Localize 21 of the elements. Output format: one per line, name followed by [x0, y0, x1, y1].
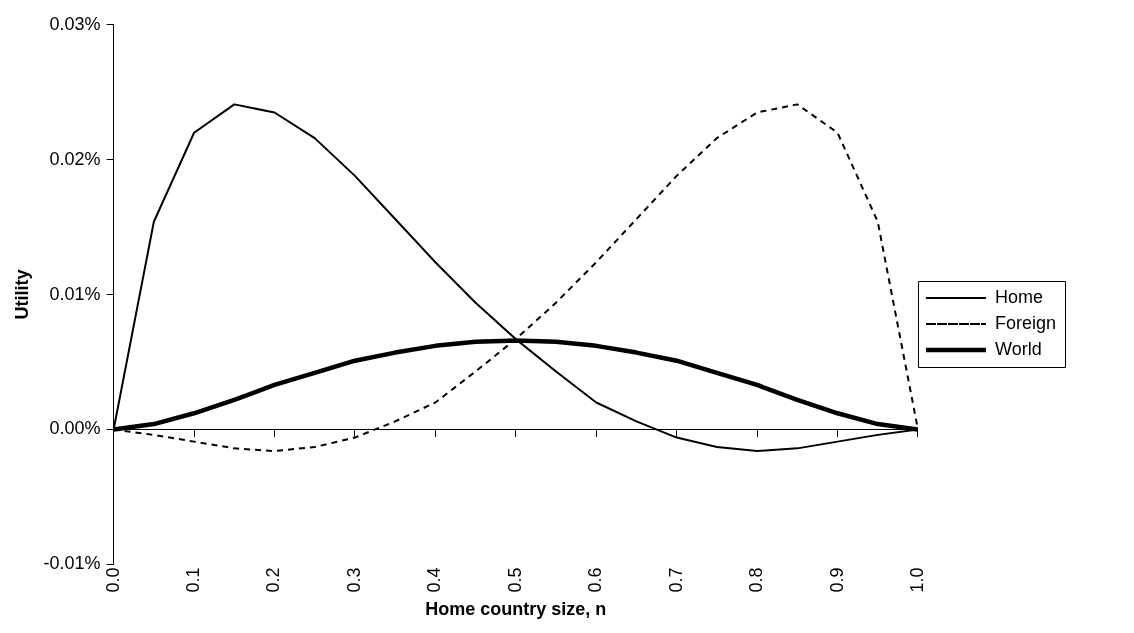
- legend-label: Home: [994, 286, 1043, 307]
- x-tick-label: 0.2: [263, 567, 284, 593]
- y-axis-title: Utility: [11, 269, 32, 320]
- x-tick-label: 0.0: [102, 567, 123, 593]
- x-tick-label: 0.5: [504, 567, 525, 593]
- x-tick-label: 0.6: [585, 567, 606, 593]
- x-tick-label: 0.4: [424, 567, 445, 593]
- x-tick-label: 0.9: [826, 567, 847, 593]
- x-tick-label: 0.8: [746, 567, 767, 593]
- x-axis-title: Home country size, n: [425, 599, 607, 620]
- legend-label: Foreign: [994, 312, 1056, 333]
- y-tick-label: 0.02%: [49, 148, 101, 169]
- x-tick-label: 0.7: [665, 567, 686, 593]
- y-tick-label: 0.00%: [49, 418, 101, 439]
- y-tick-label: 0.01%: [49, 283, 101, 304]
- x-tick-label: 0.1: [183, 567, 204, 593]
- y-tick-label: 0.03%: [49, 13, 101, 34]
- x-tick-label: 0.3: [343, 567, 364, 593]
- x-tick-label: 1.0: [906, 567, 927, 593]
- legend-label: World: [994, 338, 1042, 359]
- y-tick-label: -0.01%: [43, 553, 101, 574]
